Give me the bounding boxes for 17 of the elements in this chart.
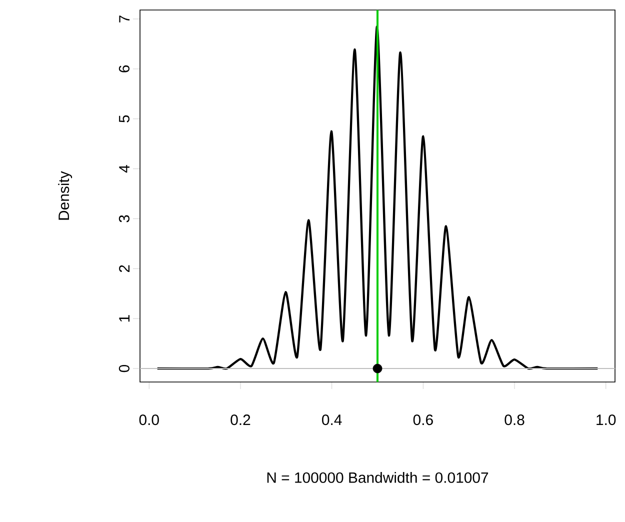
line-series	[156, 25, 599, 370]
y-tick-label: 3	[118, 215, 130, 222]
x-tick-label: 0.4	[322, 414, 342, 426]
y-tick-label: 5	[119, 115, 130, 122]
x-tick-label: 0.6	[413, 414, 433, 426]
x-tick-label: 0.0	[139, 414, 159, 426]
y-axis-title: Density	[58, 171, 72, 220]
x-tick-label: 0.2	[230, 414, 250, 426]
y-tick-label: 7	[119, 16, 130, 22]
y-tick-label: 2	[119, 265, 130, 272]
y-tick-label: 1	[119, 315, 130, 322]
y-tick-label: 6	[118, 65, 130, 72]
x-axis-title: N = 100000 Bandwidth = 0.01007	[267, 472, 488, 483]
y-tick-label: 4	[119, 165, 130, 173]
x-tick-label: 0.8	[504, 414, 524, 426]
y-tick-label: 0	[118, 364, 130, 372]
x-tick-label: 1.0	[596, 414, 616, 426]
